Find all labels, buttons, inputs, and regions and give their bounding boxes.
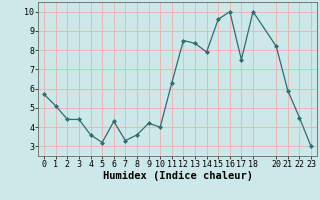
- X-axis label: Humidex (Indice chaleur): Humidex (Indice chaleur): [103, 171, 252, 181]
